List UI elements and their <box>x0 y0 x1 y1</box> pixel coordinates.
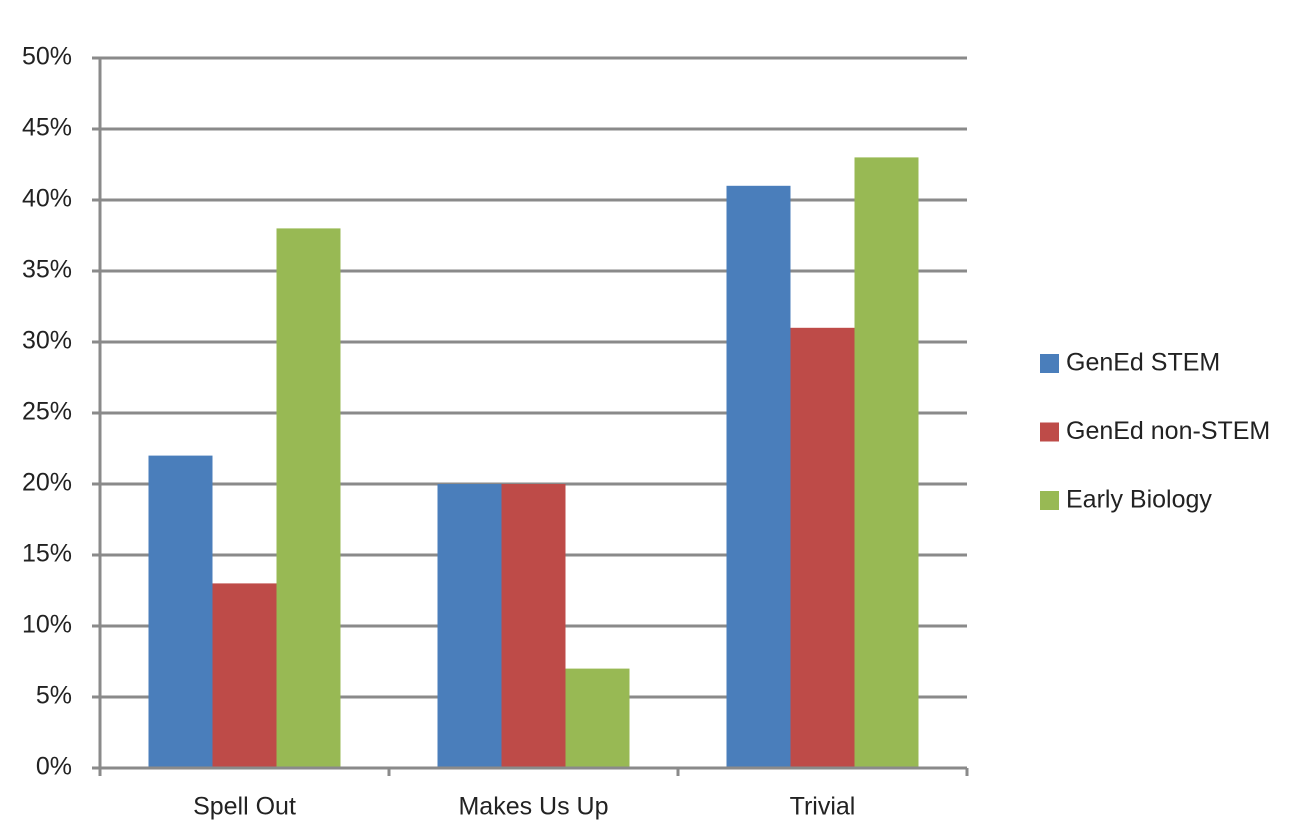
x-tick-label: Spell Out <box>193 793 296 821</box>
legend-swatch <box>1040 491 1059 510</box>
bar <box>790 327 855 768</box>
y-tick-label: 5% <box>36 682 72 710</box>
y-tick-label: 15% <box>22 540 72 568</box>
legend-swatch <box>1040 422 1059 442</box>
legend-label: GenEd STEM <box>1066 349 1220 377</box>
legend-label: Early Biology <box>1066 486 1212 514</box>
y-tick-label: 25% <box>22 398 72 426</box>
legend-swatch <box>1040 354 1059 373</box>
y-tick-label: 50% <box>22 43 72 71</box>
bar <box>148 455 213 768</box>
bar <box>437 484 502 768</box>
bar <box>212 583 277 768</box>
y-tick-label: 10% <box>22 611 72 639</box>
bar <box>565 668 630 768</box>
y-tick-label: 35% <box>22 256 72 284</box>
x-tick-label: Makes Us Up <box>458 793 608 821</box>
y-tick-label: 40% <box>22 185 72 213</box>
y-tick-label: 45% <box>22 114 72 142</box>
x-tick-label: Trivial <box>790 793 856 821</box>
bar <box>726 185 791 769</box>
y-tick-label: 20% <box>22 469 72 497</box>
bar <box>276 228 341 768</box>
bar <box>854 157 919 768</box>
legend-label: GenEd non-STEM <box>1066 417 1270 445</box>
y-tick-label: 0% <box>36 753 72 781</box>
y-tick-label: 30% <box>22 327 72 355</box>
bar <box>501 484 566 768</box>
